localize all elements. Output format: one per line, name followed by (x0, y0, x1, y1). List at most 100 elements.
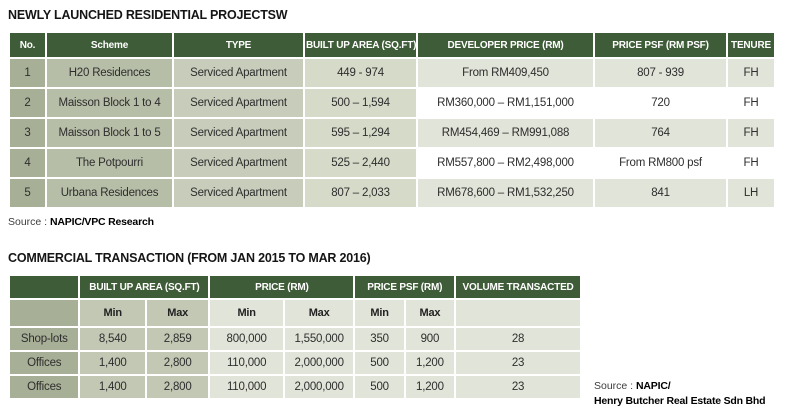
residential-table: No. Scheme TYPE BUILT UP AREA (SQ.FT) DE… (8, 31, 776, 209)
subheader-max: Max (282, 298, 356, 328)
subheader-empty (454, 298, 582, 328)
cell-no: 3 (8, 117, 47, 149)
col-header-builtup: BUILT UP AREA (SQ.FT) (303, 31, 418, 59)
cell-scheme: H20 Residences (45, 57, 174, 89)
residential-title: NEWLY LAUNCHED RESIDENTIAL PROJECTSW (8, 8, 288, 22)
document-page: NEWLY LAUNCHED RESIDENTIAL PROJECTSW No.… (7, 8, 782, 407)
commercial-source-note: Source : NAPIC/Henry Butcher Real Estate… (594, 379, 790, 411)
cell-builtup: 807 – 2,033 (303, 177, 418, 209)
table-row: Shop-lots 8,540 2,859 800,000 1,550,000 … (7, 326, 582, 352)
cell-developer-price: RM454,469 – RM991,088 (416, 117, 595, 149)
cell-tenure: LH (726, 177, 776, 209)
table-row: 3 Maisson Block 1 to 5 Serviced Apartmen… (8, 117, 776, 149)
source-value: NAPIC/VPC Research (50, 216, 154, 228)
table-row: Offices 1,400 2,800 110,000 2,000,000 50… (7, 374, 582, 400)
cell-price-psf: 841 (593, 177, 728, 209)
cell-price-min: 800,000 (208, 326, 285, 352)
residential-header-row: No. Scheme TYPE BUILT UP AREA (SQ.FT) DE… (8, 31, 776, 59)
col-header-price-psf: PRICE PSF (RM PSF) (593, 31, 728, 59)
source-label: Source : (8, 216, 48, 228)
cell-psf-min: 350 (353, 326, 406, 352)
cell-type: Serviced Apartment (172, 147, 305, 179)
cell-psf-max: 1,200 (403, 374, 457, 400)
col-header-no: No. (8, 31, 47, 59)
cell-volume: 23 (454, 374, 582, 400)
source-value-line1: NAPIC/ (636, 379, 671, 392)
cell-tenure: FH (726, 147, 776, 179)
cell-no: 4 (8, 147, 47, 179)
cell-volume: 28 (454, 326, 582, 352)
cell-builtup: 449 - 974 (303, 57, 418, 89)
commercial-table: BUILT UP AREA (SQ.FT) PRICE (RM) PRICE P… (7, 274, 582, 400)
cell-property-type: Offices (7, 350, 81, 376)
cell-developer-price: RM557,800 – RM2,498,000 (416, 147, 595, 179)
cell-tenure: FH (726, 57, 776, 89)
cell-type: Serviced Apartment (172, 117, 305, 149)
commercial-title: COMMERCIAL TRANSACTION (FROM JAN 2015 TO… (8, 251, 371, 265)
cell-price-min: 110,000 (208, 374, 285, 400)
cell-price-min: 110,000 (208, 350, 285, 376)
cell-price-max: 2,000,000 (282, 374, 356, 400)
subheader-min: Min (353, 298, 406, 328)
cell-builtup-max: 2,800 (144, 350, 211, 376)
cell-scheme: Urbana Residences (45, 177, 174, 209)
subheader-max: Max (403, 298, 457, 328)
cell-developer-price: RM678,600 – RM1,532,250 (416, 177, 595, 209)
cell-builtup-max: 2,800 (144, 374, 211, 400)
col-header-scheme: Scheme (45, 31, 174, 59)
subheader-min: Min (78, 298, 147, 328)
cell-price-psf: From RM800 psf (593, 147, 728, 179)
subheader-max: Max (144, 298, 211, 328)
group-header-price-psf: PRICE PSF (RM) (353, 274, 457, 300)
col-header-developer-price: DEVELOPER PRICE (RM) (416, 31, 595, 59)
cell-builtup-max: 2,859 (144, 326, 211, 352)
cell-no: 5 (8, 177, 47, 209)
table-row: Offices 1,400 2,800 110,000 2,000,000 50… (7, 350, 582, 376)
group-header-price: PRICE (RM) (208, 274, 356, 300)
cell-psf-max: 1,200 (403, 350, 457, 376)
subheader-min: Min (208, 298, 285, 328)
commercial-section: BUILT UP AREA (SQ.FT) PRICE (RM) PRICE P… (7, 274, 782, 407)
cell-no: 2 (8, 87, 47, 119)
cell-price-max: 1,550,000 (282, 326, 356, 352)
col-header-type: TYPE (172, 31, 305, 59)
cell-developer-price: RM360,000 – RM1,151,000 (416, 87, 595, 119)
cell-price-psf: 807 - 939 (593, 57, 728, 89)
residential-source-note: Source : NAPIC/VPC Research (8, 216, 782, 228)
cell-scheme: The Potpourri (45, 147, 174, 179)
cell-builtup-min: 8,540 (78, 326, 147, 352)
cell-scheme: Maisson Block 1 to 5 (45, 117, 174, 149)
cell-builtup-min: 1,400 (78, 350, 147, 376)
cell-builtup: 595 – 1,294 (303, 117, 418, 149)
cell-price-max: 2,000,000 (282, 350, 356, 376)
cell-psf-max: 900 (403, 326, 457, 352)
commercial-subheader-row: Min Max Min Max Min Max (7, 298, 582, 328)
cell-psf-min: 500 (353, 350, 406, 376)
cell-builtup: 525 – 2,440 (303, 147, 418, 179)
cell-builtup-min: 1,400 (78, 374, 147, 400)
cell-price-psf: 764 (593, 117, 728, 149)
table-row: 1 H20 Residences Serviced Apartment 449 … (8, 57, 776, 89)
col-header-tenure: TENURE (726, 31, 776, 59)
table-row: 4 The Potpourri Serviced Apartment 525 –… (8, 147, 776, 179)
source-value-line2: Henry Butcher Real Estate Sdn Bhd (594, 395, 766, 408)
cell-property-type: Offices (7, 374, 81, 400)
commercial-group-header-row: BUILT UP AREA (SQ.FT) PRICE (RM) PRICE P… (7, 274, 582, 300)
group-header-empty (7, 274, 81, 300)
cell-tenure: FH (726, 117, 776, 149)
cell-psf-min: 500 (353, 374, 406, 400)
cell-builtup: 500 – 1,594 (303, 87, 418, 119)
table-row: 2 Maisson Block 1 to 4 Serviced Apartmen… (8, 87, 776, 119)
table-row: 5 Urbana Residences Serviced Apartment 8… (8, 177, 776, 209)
cell-scheme: Maisson Block 1 to 4 (45, 87, 174, 119)
cell-type: Serviced Apartment (172, 177, 305, 209)
cell-property-type: Shop-lots (7, 326, 81, 352)
cell-developer-price: From RM409,450 (416, 57, 595, 89)
cell-no: 1 (8, 57, 47, 89)
source-label: Source : (594, 379, 634, 392)
group-header-builtup: BUILT UP AREA (SQ.FT) (78, 274, 211, 300)
cell-tenure: FH (726, 87, 776, 119)
subheader-empty (7, 298, 81, 328)
cell-type: Serviced Apartment (172, 87, 305, 119)
cell-type: Serviced Apartment (172, 57, 305, 89)
